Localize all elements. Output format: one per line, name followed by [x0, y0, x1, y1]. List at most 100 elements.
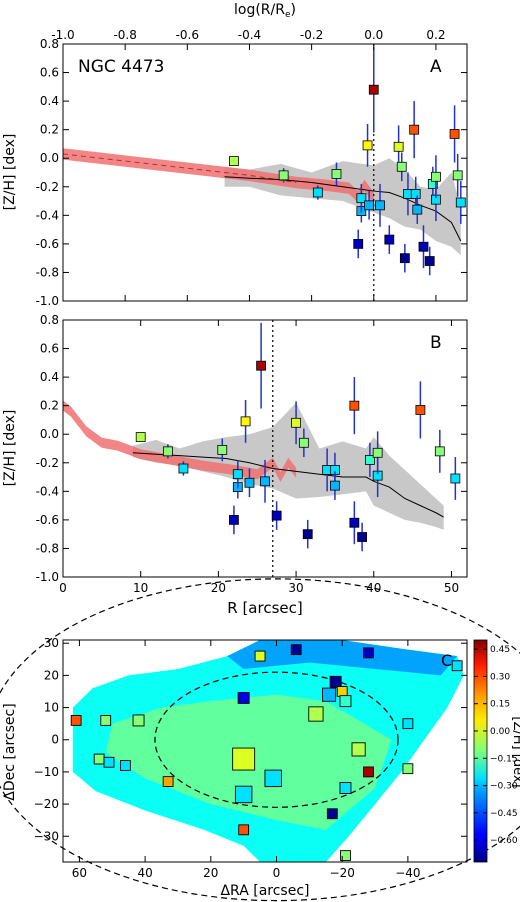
panel-a-point	[409, 124, 420, 135]
panel-b-ytick-label: -0.2	[36, 456, 59, 470]
panel-b-ytick-label: 0.8	[40, 313, 59, 327]
panel-b-ytick-label: 0.2	[40, 399, 59, 413]
panel-a-ytick-label: -0.2	[36, 180, 59, 194]
panel-b-point	[450, 473, 461, 484]
panel-b-xtick-label: 20	[211, 581, 226, 595]
panel-c-point	[162, 776, 174, 787]
panel-b-letter: B	[430, 333, 442, 353]
panel-c-xtick-label: −40	[395, 866, 420, 880]
panel-a-point	[410, 189, 421, 199]
panel-b-ytick-label: 0.4	[40, 370, 59, 384]
panel-a-point	[278, 170, 289, 181]
panel-c-point	[308, 706, 324, 722]
colorbar-tick-label: −0.60	[490, 836, 518, 846]
panel-a-ytick-label: -1.0	[36, 294, 59, 308]
panel-c-ylabel: ΔDec [arcsec]	[2, 703, 18, 800]
panel-a-point	[393, 141, 404, 152]
panel-a-axes: -1.0-0.8-0.6-0.4-0.20.00.20.40.60.8-1.0-…	[36, 28, 467, 308]
metallicity-map-edge	[227, 640, 458, 676]
panel-c-point	[339, 695, 352, 708]
panel-b-ytick-label: -0.4	[36, 484, 59, 498]
panel-c-axes: 60 40 20 0 −20 −40 −30 −20 −10 0 10 20 30	[34, 636, 467, 880]
panel-a-point	[364, 200, 375, 211]
panel-c-point	[93, 753, 105, 765]
panel-a-point	[375, 200, 385, 211]
panel-a-ytick-label: -0.6	[36, 237, 59, 251]
panel-a-xtick-label: -0.2	[300, 28, 323, 42]
panel-c-point	[351, 742, 366, 757]
panel-a-ytick-label: 0.6	[40, 66, 59, 80]
panel-c-frame	[62, 639, 468, 863]
panel-c-point	[238, 824, 250, 836]
panel-c-xlabel: ΔRA [arcsec]	[220, 883, 309, 899]
panel-c-ytick-label: 10	[44, 701, 59, 715]
panel-a-plot-area	[62, 44, 466, 301]
colorbar	[473, 639, 488, 863]
panel-c-ytick-label: 0	[51, 733, 59, 747]
panel-a-ytick-label: 0.0	[40, 151, 59, 165]
panel-b-ytick-label: -0.8	[36, 541, 59, 555]
colorbar-tick-label: 0.15	[490, 700, 510, 710]
panel-a-running-median	[224, 176, 462, 242]
panel-c-point	[232, 747, 256, 771]
panel-c-point	[326, 808, 338, 820]
panel-a-point	[431, 171, 441, 182]
panel-a: -1.0-0.8-0.6-0.4-0.20.00.20.40.60.8-1.0-…	[2, 2, 468, 308]
colorbar-tick-label: −0.30	[490, 782, 518, 792]
panel-b-ytick-label: 0.6	[40, 342, 59, 356]
panel-c-point	[329, 675, 342, 688]
panel-b-point	[229, 514, 239, 525]
panel-b: -1.0 -0.8 -0.6 -0.4 -0.2 0.0 0.2 0.4 0.6 0.8 0 10 20…	[2, 313, 468, 617]
panel-c-point	[290, 644, 302, 656]
panel-b-point	[256, 360, 267, 371]
colorbar-tick-label: −0.15	[490, 754, 518, 764]
panel-a-xtick-label: -0.4	[238, 28, 261, 42]
panel-c-ytick-label: −20	[34, 797, 59, 811]
panel-c-point	[254, 650, 266, 662]
panel-c-point	[100, 715, 112, 726]
panel-b-xlabel: R [arcsec]	[227, 599, 302, 617]
panel-b-point	[434, 446, 445, 457]
panel-b-point	[217, 445, 228, 455]
panel-a-point	[399, 253, 410, 264]
panel-c-point	[264, 769, 282, 788]
panel-a-xtick-label: -0.8	[113, 28, 136, 42]
panel-a-point	[424, 256, 435, 266]
panel-a-xtick-label: 0.0	[364, 28, 383, 42]
panel-a-letter: A	[430, 57, 442, 77]
panel-a-point	[418, 241, 429, 252]
panel-c-point	[451, 660, 463, 672]
panel-b-running-median	[132, 452, 444, 518]
panel-c-xtick-label: 60	[72, 866, 87, 880]
panel-a-point	[353, 238, 364, 249]
panel-c-point	[70, 715, 82, 726]
panel-a-point	[356, 193, 367, 204]
panel-c-point	[237, 691, 250, 704]
panel-c-point	[120, 760, 131, 771]
panel-a-point	[312, 187, 323, 198]
panel-a-point	[384, 234, 395, 245]
colorbar-tick-label: 0.45	[490, 645, 510, 655]
panel-c-point	[363, 647, 374, 659]
panel-a-ytick-label: 0.8	[40, 37, 59, 51]
panel-b-plot-area	[63, 320, 461, 577]
panel-b-point	[302, 529, 313, 540]
panel-b-point	[415, 405, 426, 415]
panel-b-point	[364, 455, 375, 465]
panel-c-point	[321, 687, 337, 702]
panel-c-point	[336, 686, 348, 697]
colorbar-ticks: 0.45 0.30 0.15 0.00 −0.15 −0.30 −0.45 −0.60	[474, 645, 518, 846]
panel-c-xtick-label: 20	[203, 866, 218, 880]
panel-b-xtick-label: 30	[288, 581, 303, 595]
colorbar-tick-label: −0.45	[490, 809, 518, 819]
colorbar-tick-label: 0.00	[490, 727, 510, 737]
panel-b-axes: -1.0 -0.8 -0.6 -0.4 -0.2 0.0 0.2 0.4 0.6 0.8 0 10 20…	[36, 313, 467, 595]
panel-b-xtick-label: 10	[133, 581, 148, 595]
colorbar-tick-label: 0.30	[490, 672, 510, 682]
panel-a-ylabel: [Z/H] [dex]	[2, 134, 18, 211]
panel-b-point	[162, 446, 173, 457]
effective-radius-ellipse	[154, 671, 399, 808]
panel-b-point	[271, 510, 282, 521]
panel-a-ytick-label: 0.2	[40, 123, 59, 137]
panel-a-xtick-label: -0.6	[176, 28, 199, 42]
